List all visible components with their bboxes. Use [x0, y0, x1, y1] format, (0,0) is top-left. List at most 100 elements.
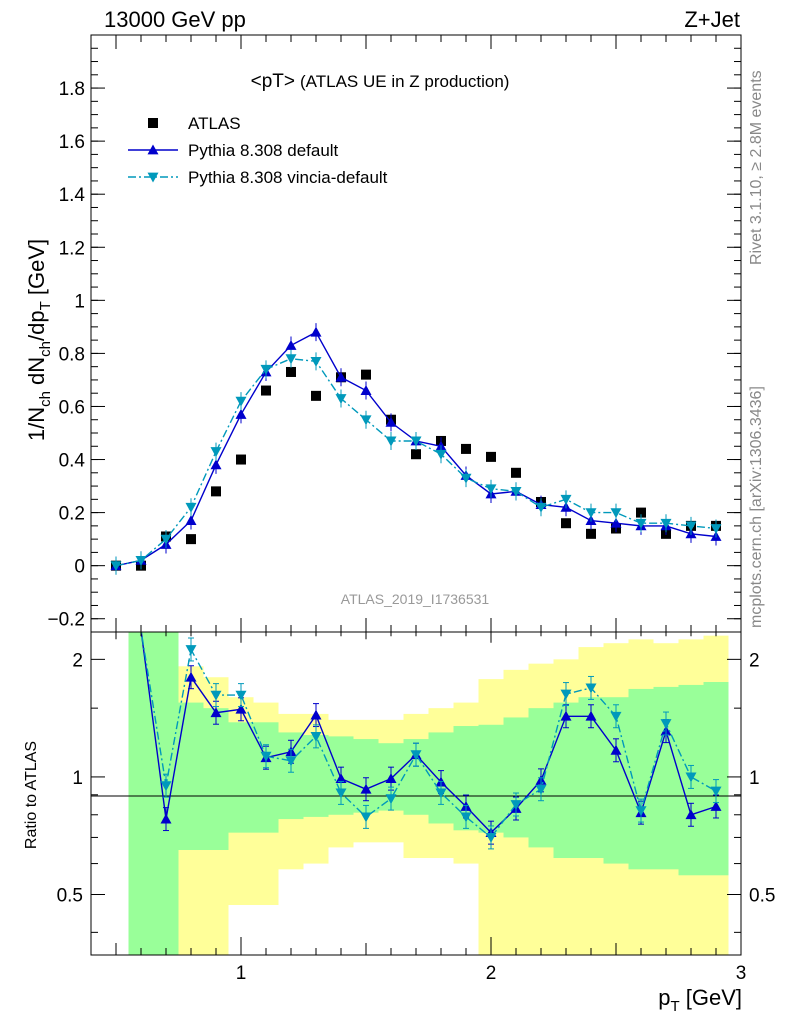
ratio-point — [360, 812, 372, 823]
ratio-point — [285, 756, 297, 767]
ratio-point — [485, 833, 497, 843]
data-point — [610, 508, 622, 519]
ratio-point — [710, 786, 722, 797]
ratio-axes: 0.5 0.5 1 1 2 2 1 2 3 — [57, 632, 775, 984]
ratio-ytick-label: 1 — [72, 768, 83, 789]
x-axis-title: pT [GeV] — [658, 985, 742, 1015]
ratio-point — [660, 719, 672, 730]
data-point — [510, 486, 522, 497]
legend-marker — [147, 144, 159, 155]
ratio-point — [260, 751, 272, 762]
data-point — [636, 507, 646, 518]
main-series — [110, 323, 722, 575]
ratio-point — [435, 788, 447, 799]
data-point — [385, 416, 397, 427]
ratio-point — [310, 709, 322, 720]
data-point — [260, 364, 272, 375]
chart-title: <pT> — [251, 71, 295, 92]
ratio-series-1 — [140, 632, 722, 850]
ratio-point — [635, 806, 647, 817]
xtick-label: 2 — [486, 963, 497, 984]
ratio-point — [610, 744, 622, 755]
ratio-line-group — [140, 632, 722, 850]
ratio-point — [210, 707, 222, 718]
data-point — [335, 371, 347, 382]
data-point — [560, 494, 572, 505]
ratio-point — [610, 711, 622, 722]
data-point — [660, 518, 672, 529]
ratio-point — [535, 784, 547, 795]
main-ytick-label: 1.8 — [59, 79, 85, 100]
ratio-point — [385, 773, 397, 784]
main-ytick-label: 1.4 — [59, 185, 86, 206]
xtick-label: 3 — [736, 963, 747, 984]
ratio-point — [160, 781, 172, 792]
band-inner — [228, 722, 254, 833]
ratio-ytick-label: 0.5 — [57, 886, 83, 907]
band-inner — [628, 688, 654, 870]
data-point — [585, 508, 597, 519]
main-ytick-label: 0.4 — [59, 451, 86, 472]
data-point — [461, 443, 471, 454]
legend-marker — [147, 172, 159, 183]
ratio-panel: 0.5 0.5 1 1 2 2 1 2 3 Ratio to ATLAS pT [GeV] — [23, 631, 775, 1015]
data-point — [285, 354, 297, 365]
ratio-point — [560, 710, 572, 721]
data-point — [361, 369, 371, 380]
data-point — [210, 459, 222, 470]
ratio-point — [210, 690, 222, 701]
data-point — [685, 521, 697, 532]
main-ytick-label: 1.2 — [59, 238, 85, 259]
ratio-ytick-label-right: 0.5 — [749, 886, 775, 907]
main-y-axis-title: 1/Nch dNch/dpT [GeV] — [24, 239, 54, 441]
ratio-point — [685, 772, 697, 783]
data-point — [360, 415, 372, 426]
band-inner — [703, 682, 729, 876]
header-right: Z+Jet — [684, 7, 740, 32]
data-point — [435, 449, 447, 460]
ratio-point — [560, 689, 572, 700]
legend-label: ATLAS — [188, 114, 241, 133]
data-point — [410, 436, 422, 447]
band-inner — [478, 724, 504, 833]
data-point — [535, 502, 547, 513]
data-point — [211, 486, 221, 497]
data-point — [185, 502, 197, 513]
main-ytick-label: 0 — [74, 557, 85, 578]
ratio-ytick-label: 2 — [72, 650, 83, 671]
ratio-point — [710, 801, 722, 811]
ratio-point — [410, 750, 422, 761]
data-point — [235, 396, 247, 407]
main-ytick-label: 0.6 — [59, 397, 85, 418]
ratio-series — [140, 632, 722, 850]
ratio-point — [335, 788, 347, 799]
data-point — [635, 518, 647, 529]
main-ytick-label: −0.2 — [47, 610, 85, 631]
data-point — [236, 454, 246, 465]
data-point — [485, 484, 497, 495]
main-panel: −0.2 0 0.2 0.4 0.6 0.8 1 1.2 1.4 1.6 1.8 <pT> (ATL… — [24, 34, 742, 633]
band-inner — [253, 722, 279, 833]
svg-text:1/Nch dNch/dpT [GeV]: 1/Nch dNch/dpT [GeV] — [24, 239, 54, 441]
data-point — [210, 447, 222, 458]
xtick-label: 1 — [236, 963, 247, 984]
data-point — [710, 524, 722, 535]
main-ytick-label: 1 — [74, 291, 85, 312]
data-point — [160, 534, 172, 545]
ratio-ytick-label-right: 2 — [749, 650, 760, 671]
main-ytick-label: 1.6 — [59, 132, 85, 153]
data-point — [235, 408, 247, 419]
ratio-ytick-label-right: 1 — [749, 768, 760, 789]
data-point — [511, 467, 521, 478]
data-point — [285, 339, 297, 350]
data-point — [586, 528, 596, 539]
band-inner — [353, 739, 379, 813]
main-ytick-label: 0.8 — [59, 344, 85, 365]
data-point — [261, 385, 271, 396]
svg-text:Ratio to ATLAS: Ratio to ATLAS — [23, 741, 40, 849]
ratio-point — [185, 645, 197, 655]
ratio-point — [310, 731, 322, 742]
data-point — [411, 449, 421, 460]
svg-text:pT [GeV]: pT [GeV] — [658, 985, 742, 1015]
data-point — [311, 390, 321, 401]
